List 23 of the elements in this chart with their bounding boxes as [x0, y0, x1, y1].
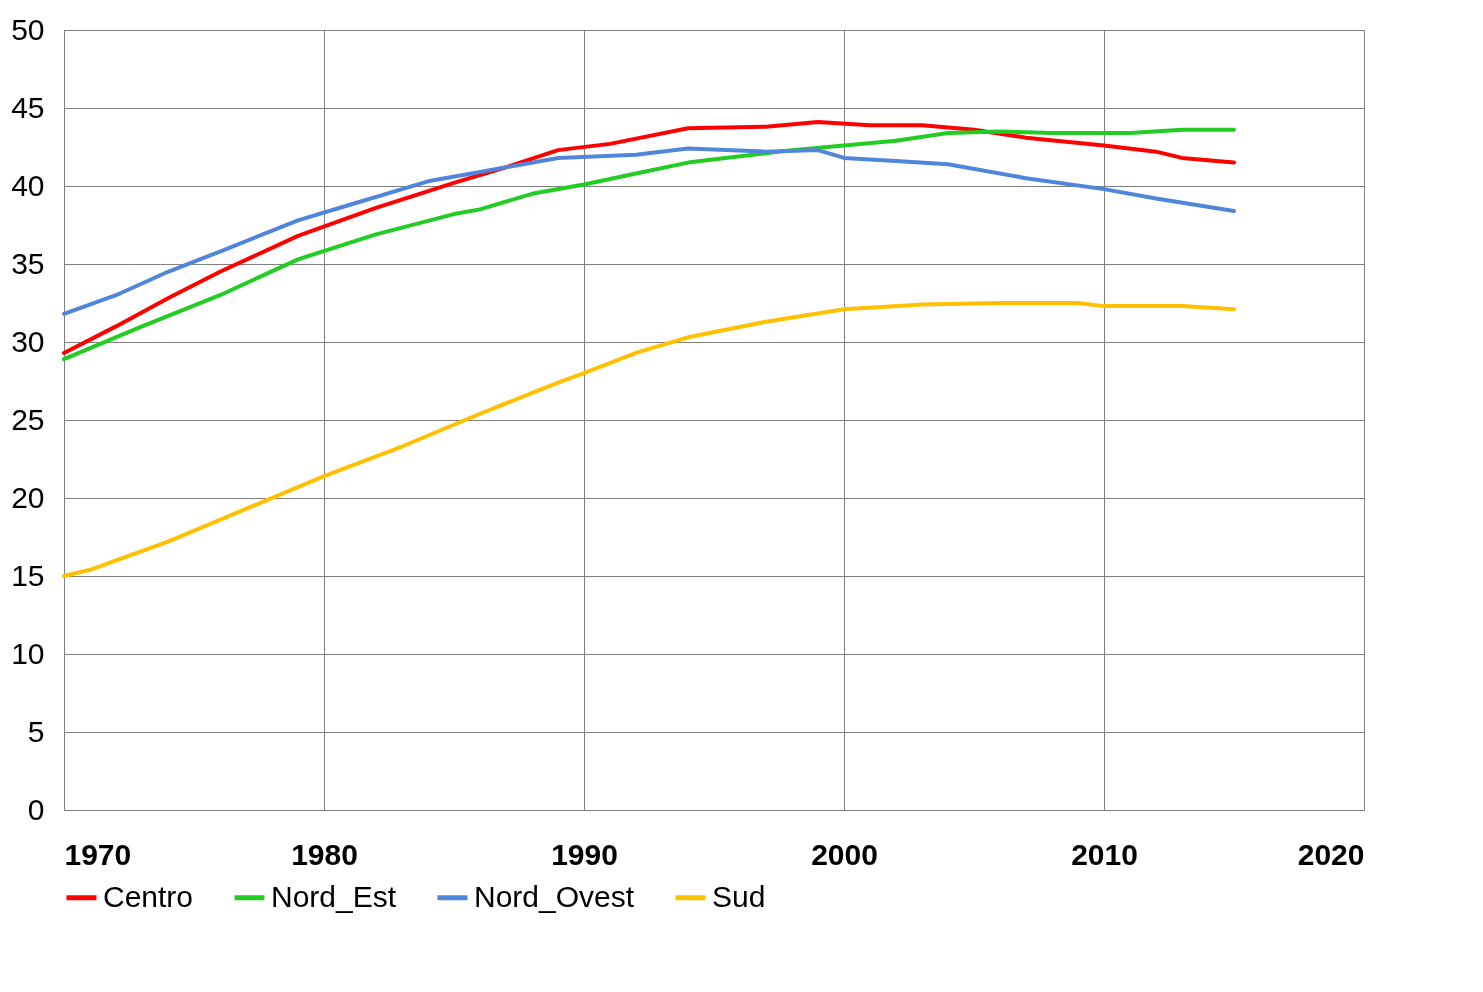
- line-series: [62, 146, 1236, 316]
- y-tick-label: 40: [11, 168, 45, 202]
- x-tick-label: 2020: [1297, 837, 1365, 871]
- legend-label: Sud: [712, 879, 766, 913]
- x-tick-label: 1980: [291, 837, 358, 871]
- line-series: [62, 301, 1236, 578]
- y-tick-label: 45: [11, 90, 45, 124]
- x-tick-label: 1990: [551, 837, 618, 871]
- legend-label: Nord_Ovest: [474, 879, 635, 913]
- y-tick-label: 15: [11, 558, 45, 592]
- y-tick-label: 25: [11, 402, 45, 436]
- y-tick-label: 30: [11, 324, 45, 358]
- legend-label: Nord_Est: [271, 879, 397, 913]
- x-tick-label: 2010: [1071, 837, 1138, 871]
- y-tick-label: 50: [11, 12, 45, 46]
- y-tick-label: 10: [11, 636, 45, 670]
- y-tick-label: 20: [11, 480, 45, 514]
- y-tick-label: 35: [11, 246, 45, 280]
- y-tick-label: 5: [27, 714, 45, 748]
- legend-label: Centro: [103, 879, 194, 913]
- x-tick-label: 2000: [811, 837, 878, 871]
- x-tick-label: 1970: [64, 837, 132, 871]
- y-tick-label: 0: [27, 792, 45, 826]
